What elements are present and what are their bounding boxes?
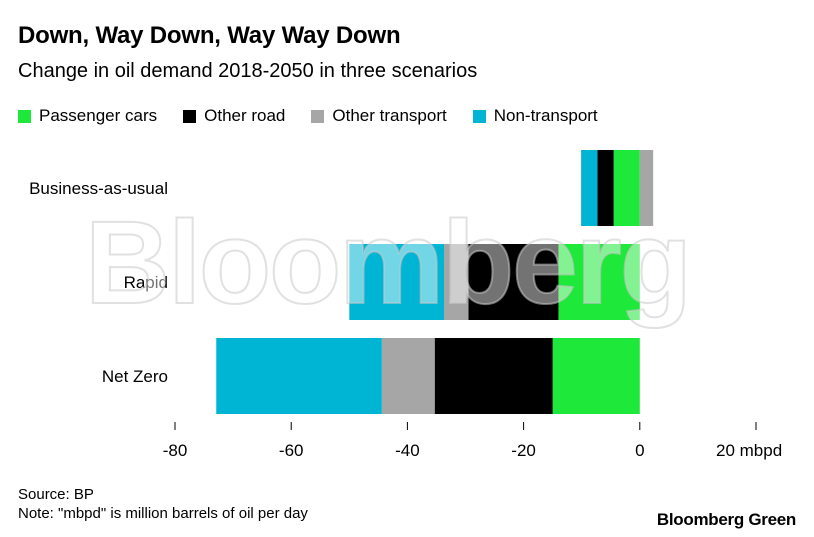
legend-swatch xyxy=(311,109,325,123)
x-tick-label: -80 xyxy=(163,441,188,460)
x-tick-label: -20 xyxy=(511,441,536,460)
x-tick-label: -40 xyxy=(395,441,420,460)
legend-item-non-transport: Non-transport xyxy=(472,106,598,126)
legend-swatch xyxy=(472,109,486,123)
legend-label: Passenger cars xyxy=(39,106,158,125)
bar-other-road xyxy=(597,150,614,226)
legend: Passenger cars Other road Other transpor… xyxy=(18,106,624,126)
bar-passenger-cars xyxy=(552,338,640,414)
legend-swatch xyxy=(18,109,31,123)
units-note: Note: "mbpd" is million barrels of oil p… xyxy=(18,505,308,522)
source-note: Source: BP xyxy=(18,486,94,503)
bar-non-transport xyxy=(349,244,445,320)
legend-label: Non-transport xyxy=(493,106,598,125)
bar-other-transport xyxy=(381,338,435,414)
chart-subtitle: Change in oil demand 2018-2050 in three … xyxy=(18,60,478,82)
legend-item-passenger-cars: Passenger cars xyxy=(18,106,157,126)
legend-label: Other road xyxy=(204,106,286,125)
bar-other-road xyxy=(434,338,553,414)
bar-passenger-cars xyxy=(613,150,640,226)
x-tick-label: 0 xyxy=(635,441,644,460)
category-label: Rapid xyxy=(124,273,168,292)
x-tick-label: 20 mbpd xyxy=(716,441,782,460)
brand-logo: Bloomberg Green xyxy=(656,510,796,529)
legend-item-other-road: Other road xyxy=(183,106,285,126)
legend-item-other-transport: Other transport xyxy=(311,106,447,126)
bar-other-transport xyxy=(444,244,469,320)
category-label: Net Zero xyxy=(102,367,168,386)
bar-passenger-cars xyxy=(558,244,640,320)
chart-title: Down, Way Down, Way Way Down xyxy=(18,22,401,49)
legend-label: Other transport xyxy=(332,106,447,125)
bar-non-transport xyxy=(581,150,598,226)
x-tick-label: -60 xyxy=(279,441,304,460)
category-label: Business-as-usual xyxy=(29,179,168,198)
legend-swatch xyxy=(183,109,197,123)
bar-non-transport xyxy=(216,338,382,414)
bar-other-road xyxy=(468,244,559,320)
bar-other-transport xyxy=(639,150,654,226)
